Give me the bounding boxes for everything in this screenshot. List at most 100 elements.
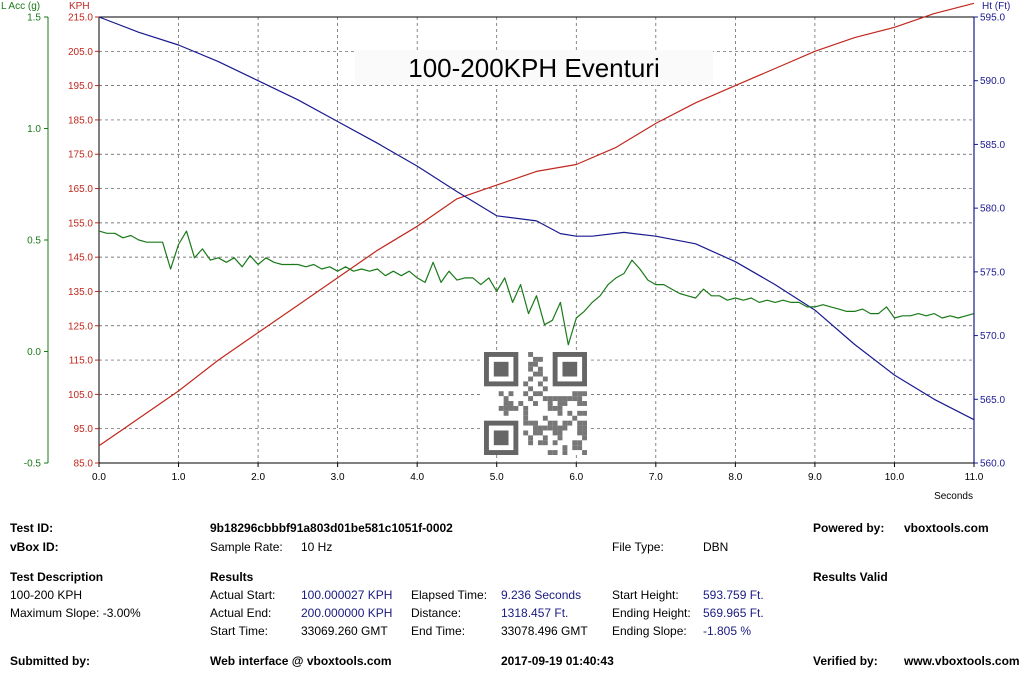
grid [99, 17, 974, 463]
start-time-value: 33069.260 GMT [301, 624, 388, 638]
x-tick-label: 5.0 [490, 472, 504, 483]
qr-module [572, 415, 578, 421]
elapsed-label: Elapsed Time: [411, 588, 488, 602]
qr-module [547, 396, 553, 402]
qr-module [533, 356, 538, 362]
test-id-value: 9b18296cbbbf91a803d01be581c1051f-0002 [210, 521, 453, 535]
file-type-value: DBN [703, 540, 729, 554]
series-ht [98, 16, 975, 421]
lacc-tick-label: -0.5 [24, 459, 42, 470]
qr-module [572, 391, 578, 397]
qr-finder-center [493, 361, 509, 377]
ht-tick-label: 570.0 [980, 331, 1005, 342]
qr-module [537, 430, 543, 436]
qr-module [557, 435, 563, 441]
verified-by-label: Verified by: [813, 654, 878, 668]
elapsed-value: 9.236 Seconds [501, 588, 582, 602]
lacc-tick-label: 1.5 [27, 13, 41, 24]
qr-module [577, 425, 583, 431]
qr-module [537, 371, 543, 377]
qr-module [523, 405, 529, 411]
kph-tick-label: 135.0 [68, 287, 93, 298]
qr-module [547, 405, 553, 411]
qr-finder-center [493, 430, 509, 446]
series-lacc [98, 230, 975, 346]
lacc-tick-label: 0.0 [27, 347, 41, 358]
series-kph [98, 2, 975, 447]
qr-module [557, 425, 563, 431]
actual-start-label: Actual Start: [210, 588, 276, 602]
sample-rate-value: 10 Hz [301, 540, 333, 554]
chart-title: 100-200KPH Eventuri [408, 53, 659, 83]
web-interface-link[interactable]: Web interface @ vboxtools.com [210, 654, 392, 668]
qr-module [572, 396, 578, 402]
end-slope-label: Ending Slope: [612, 624, 687, 638]
x-tick-label: 8.0 [728, 472, 742, 483]
qr-module [577, 396, 583, 402]
x-tick-label: 11.0 [965, 472, 984, 483]
qr-module [582, 401, 587, 406]
qr-code [482, 352, 589, 455]
x-tick-label: 4.0 [410, 472, 424, 483]
x-tick-label: 1.0 [172, 472, 186, 483]
kph-tick-label: 105.0 [68, 390, 93, 401]
kph-tick-label: 205.0 [68, 47, 93, 58]
submitted-by-label: Submitted by: [10, 654, 90, 668]
qr-module [523, 391, 529, 397]
qr-module [503, 410, 509, 416]
distance-label: Distance: [411, 606, 462, 620]
qr-module [542, 425, 548, 431]
chart: 0.0 1.0 2.0 3.0 4.0 5.0 6.0 7.0 8.0 9.0 10.0 11.0 21… [1, 1, 1010, 502]
qr-module [537, 391, 543, 397]
qr-module [533, 425, 538, 431]
qr-module [562, 425, 568, 431]
qr-module [537, 381, 543, 387]
qr-module [533, 391, 538, 397]
end-slope-value: -1.805 % [703, 624, 752, 638]
qr-module [542, 376, 548, 382]
sample-rate-label: Sample Rate: [210, 540, 283, 554]
qr-module [533, 401, 538, 406]
file-type-label: File Type: [612, 540, 664, 554]
x-tick-label: 3.0 [331, 472, 345, 483]
qr-module [557, 396, 563, 402]
qr-module [542, 415, 548, 421]
qr-module [572, 445, 578, 451]
x-tick-label: 6.0 [569, 472, 583, 483]
qr-module [523, 430, 529, 436]
qr-module [577, 391, 583, 397]
x-tick-label: 9.0 [808, 472, 822, 483]
lacc-tick-label: 1.0 [27, 124, 41, 135]
test-description-label: Test Description [10, 570, 104, 584]
ht-tick-label: 575.0 [980, 267, 1005, 278]
kph-tick-label: 195.0 [68, 81, 93, 92]
qr-module [557, 401, 563, 406]
ht-tick-label: 580.0 [980, 204, 1005, 215]
ht-tick-label: 565.0 [980, 395, 1005, 406]
qr-module [582, 430, 587, 436]
qr-module [537, 366, 543, 372]
qr-module [572, 440, 578, 446]
qr-module [567, 396, 573, 402]
qr-module [582, 420, 587, 426]
qr-module [533, 430, 538, 436]
qr-module [523, 410, 529, 416]
powered-by-label: Powered by: [813, 521, 885, 535]
qr-module [552, 450, 558, 455]
ht-tick-label: 560.0 [980, 459, 1005, 470]
qr-module [552, 396, 558, 402]
verified-by-link[interactable]: www.vboxtools.com [904, 654, 1020, 668]
actual-end-label: Actual End: [210, 606, 272, 620]
report-date: 2017-09-19 01:40:43 [501, 654, 614, 668]
qr-module [528, 396, 534, 402]
qr-module [498, 405, 504, 411]
end-time-label: End Time: [411, 624, 466, 638]
qr-module [528, 352, 534, 357]
x-tick-label: 2.0 [251, 472, 265, 483]
kph-tick-label: 125.0 [68, 321, 93, 332]
results-label: Results [210, 570, 254, 584]
test-description-value: 100-200 KPH [10, 588, 83, 602]
qr-module [523, 381, 529, 387]
kph-tick-label: 85.0 [74, 459, 94, 470]
qr-module [528, 420, 534, 426]
